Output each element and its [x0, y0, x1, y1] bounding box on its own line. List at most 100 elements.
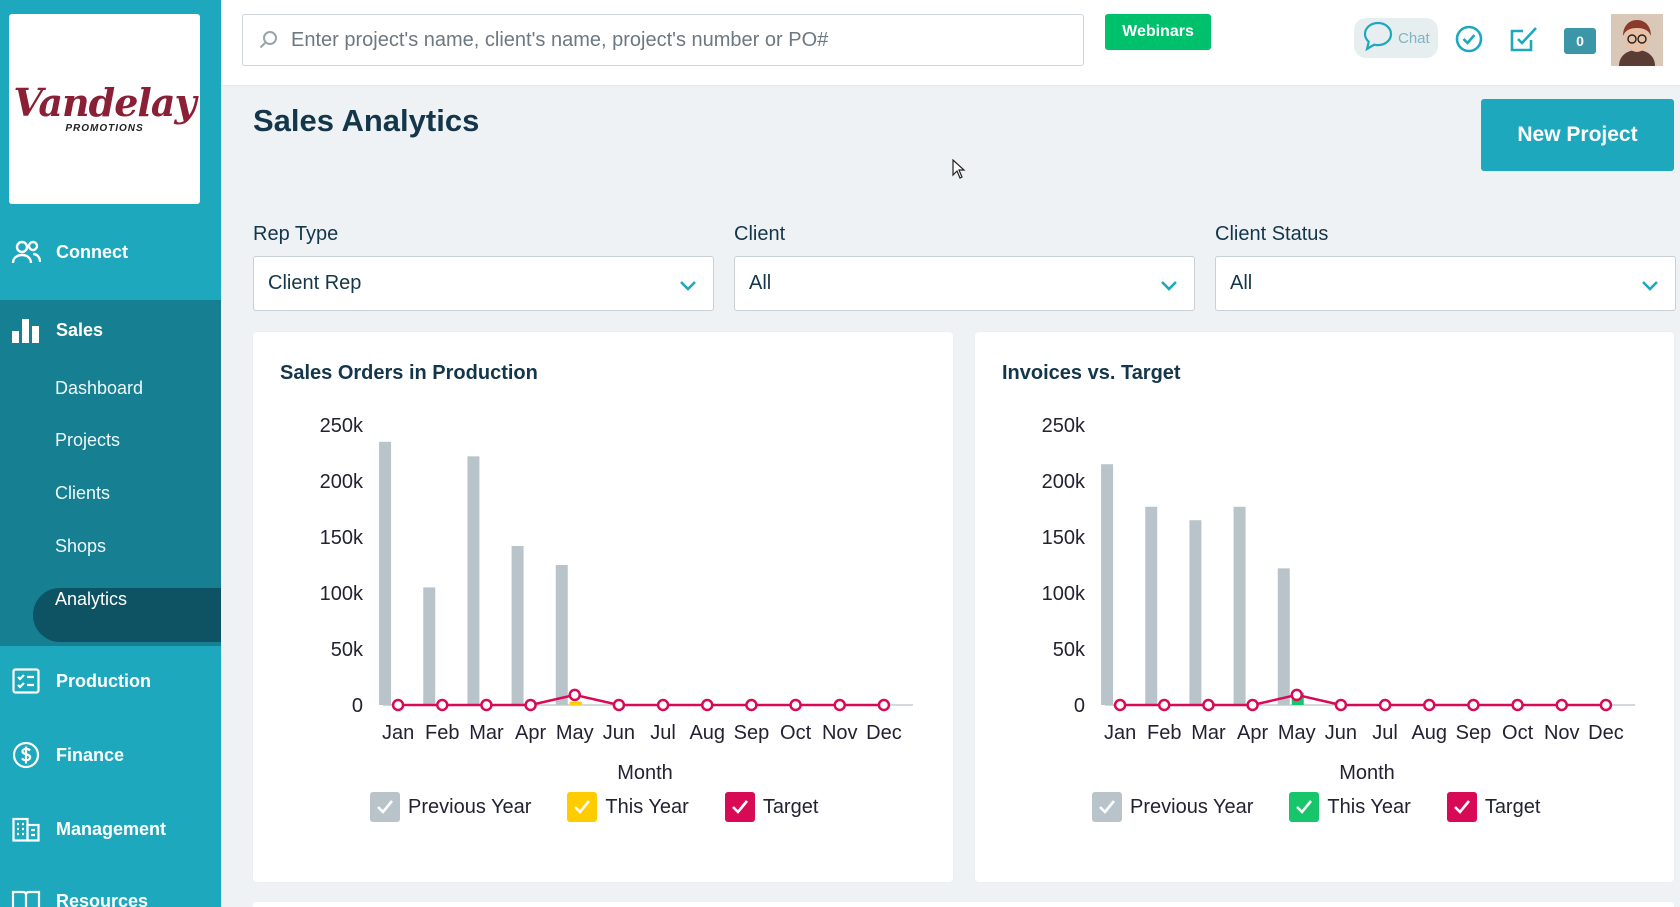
rep-type-select[interactable]: Client Rep	[253, 256, 714, 311]
sidebar-item-resources[interactable]: Resources	[0, 866, 221, 907]
target-point	[612, 698, 626, 712]
legend-this-year[interactable]: This Year	[567, 792, 689, 822]
sidebar-item-finance[interactable]: Finance	[0, 720, 221, 790]
sidebar-item-label: Management	[56, 818, 167, 839]
chevron-down-icon	[679, 275, 697, 298]
logo-script: Vandelay	[13, 80, 196, 125]
checkbox-checked-icon[interactable]	[724, 792, 755, 822]
chat-label: Chat	[1398, 29, 1430, 47]
checkbox-checked-icon[interactable]	[370, 792, 400, 822]
target-point	[789, 698, 802, 712]
sidebar-item-sales[interactable]: Sales	[0, 295, 221, 365]
legend-label: This Year	[605, 795, 689, 818]
checkbox-checked-icon[interactable]	[1289, 792, 1320, 822]
sidebar-sub-dashboard[interactable]: Dashboard	[55, 378, 144, 398]
x-tick-label: Sep	[734, 722, 770, 744]
checkbox-checked-icon[interactable]	[1092, 792, 1122, 822]
legend-previous-year[interactable]: Previous Year	[1092, 792, 1253, 822]
target-line	[398, 693, 884, 707]
bar-previous-year	[379, 441, 392, 705]
target-point	[1246, 698, 1259, 712]
avatar[interactable]	[1611, 14, 1663, 66]
x-tick-label: Jul	[1372, 722, 1398, 744]
target-point	[1202, 698, 1215, 712]
sidebar-item-connect[interactable]: Connect	[0, 217, 221, 287]
target-line	[1120, 693, 1606, 707]
x-tick-label: Aug	[1411, 722, 1447, 744]
search-icon	[259, 30, 279, 55]
notification-badge[interactable]: 0	[1564, 28, 1596, 54]
x-tick-label: Apr	[1237, 722, 1268, 744]
sidebar-item-label: Resources	[56, 890, 149, 907]
x-tick-label: Apr	[515, 722, 546, 744]
x-axis-label: Month	[617, 762, 673, 782]
sidebar-sub-analytics[interactable]: Analytics	[55, 589, 128, 609]
y-tick-label: 150k	[1042, 527, 1086, 549]
y-tick-label: 250k	[320, 415, 364, 437]
sidebar-sub-projects[interactable]: Projects	[55, 430, 121, 450]
y-tick-label: 50k	[331, 639, 364, 661]
select-value: All	[749, 272, 772, 294]
legend-target[interactable]: Target	[1446, 792, 1541, 822]
checkbox-checked-icon[interactable]	[567, 792, 598, 822]
target-point	[1599, 698, 1613, 712]
legend-target[interactable]: Target	[724, 792, 818, 822]
logo-sub: PROMOTIONS	[65, 123, 144, 134]
invoices-card: Invoices vs. Target 0 50k 100k 150k 200k 250k…	[975, 332, 1674, 882]
client-select[interactable]: All	[734, 256, 1195, 311]
x-tick-label: Jun	[603, 722, 635, 744]
sidebar-item-management[interactable]: Management	[0, 794, 221, 864]
x-tick-label: Nov	[1544, 722, 1580, 744]
bar-previous-year	[1233, 506, 1246, 705]
target-point	[1334, 698, 1348, 712]
sidebar-item-production[interactable]: Production	[0, 646, 221, 716]
sidebar-sub-clients[interactable]: Clients	[55, 483, 111, 503]
sidebar-item-label: Finance	[56, 744, 125, 765]
x-tick-label: Jan	[1104, 722, 1136, 744]
checkbox-checked-icon[interactable]	[1446, 792, 1477, 822]
chart-title: Invoices vs. Target	[1002, 362, 1181, 384]
clock-check-icon[interactable]	[1454, 24, 1484, 59]
x-tick-label: Oct	[780, 722, 812, 744]
chart-legend: Previous Year This Year Target	[370, 792, 854, 822]
target-point	[480, 698, 493, 712]
y-tick-label: 200k	[320, 471, 364, 493]
search-input[interactable]	[291, 25, 1071, 55]
bar-previous-year	[467, 456, 480, 705]
x-tick-label: May	[556, 722, 594, 744]
sidebar: Vandelay PROMOTIONS Connect Sales Dashbo…	[0, 0, 221, 907]
page-title: Sales Analytics	[253, 103, 480, 138]
bar-previous-year	[1101, 464, 1114, 705]
tasks-icon[interactable]	[1509, 24, 1539, 59]
bar-previous-year	[511, 545, 524, 705]
client-status-select[interactable]: All	[1215, 256, 1676, 311]
webinars-button[interactable]: Webinars	[1105, 14, 1211, 50]
x-axis-label: Month	[1339, 762, 1395, 782]
sidebar-sub-shops[interactable]: Shops	[55, 536, 107, 556]
company-logo[interactable]: Vandelay PROMOTIONS	[9, 14, 200, 204]
legend-this-year[interactable]: This Year	[1289, 792, 1411, 822]
bar-previous-year	[1277, 568, 1290, 705]
book-icon	[10, 887, 42, 907]
invoices-chart: 0 50k 100k 150k 200k 250k Jan Feb Mar Apr May Jun Ju…	[1042, 415, 1635, 782]
target-point	[1113, 698, 1127, 712]
y-tick-label: 0	[352, 695, 363, 717]
legend-label: This Year	[1327, 795, 1411, 818]
filter-label-client: Client	[734, 223, 786, 245]
users-icon	[10, 238, 42, 266]
chevron-down-icon	[1160, 275, 1178, 298]
legend-previous-year[interactable]: Previous Year	[370, 792, 531, 822]
sidebar-item-label: Sales	[56, 319, 104, 340]
search-box[interactable]	[242, 14, 1084, 66]
legend-label: Target	[1484, 795, 1541, 818]
building-icon	[10, 815, 42, 843]
chat-button[interactable]: Chat	[1354, 18, 1438, 58]
new-project-button[interactable]: New Project	[1481, 99, 1674, 171]
y-tick-label: 100k	[1042, 583, 1086, 605]
x-tick-label: Dec	[1588, 722, 1624, 744]
x-tick-label: Feb	[1147, 722, 1181, 744]
target-point	[436, 698, 449, 712]
target-point	[568, 688, 581, 702]
select-value: All	[1230, 272, 1253, 294]
target-point	[1290, 688, 1303, 702]
